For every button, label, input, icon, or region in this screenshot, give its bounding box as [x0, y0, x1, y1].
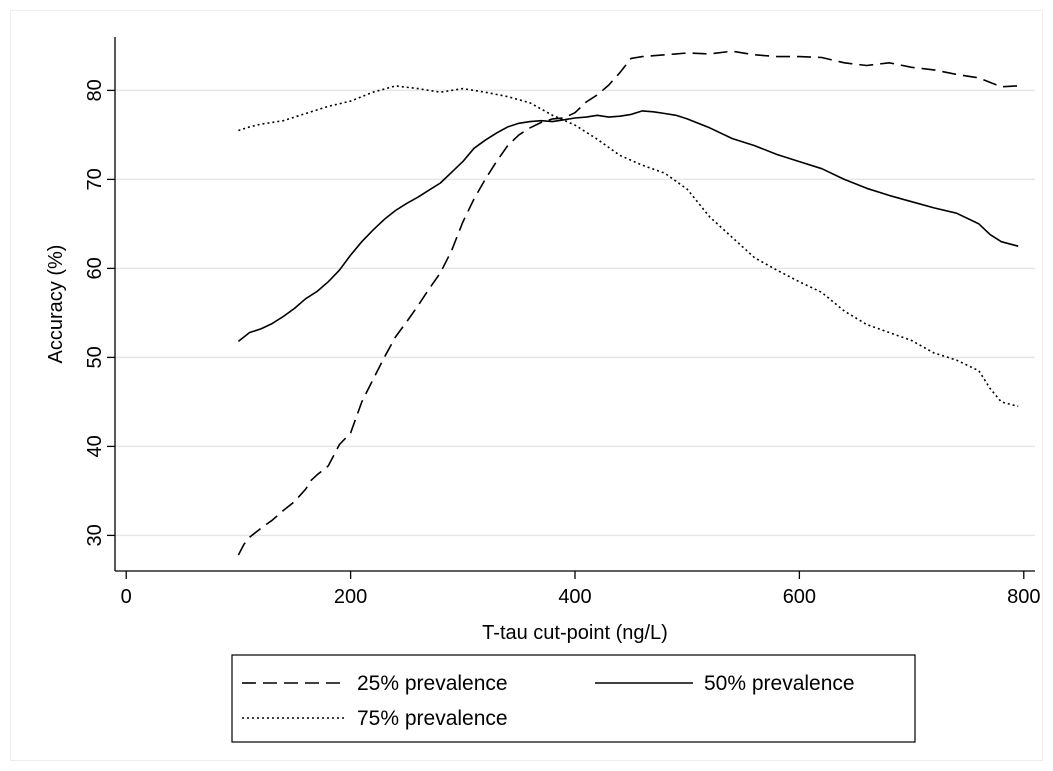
series-line-3	[238, 85, 1019, 408]
x-axis-title: T-tau cut-point (ng/L)	[482, 622, 668, 644]
series-line-2	[237, 110, 1019, 343]
y-tick-label-40: 40	[84, 435, 106, 457]
frame-border	[10, 10, 1043, 761]
y-axis-ticks: 30 40 50 60 70 80	[84, 79, 115, 547]
x-tick-label-400: 400	[558, 586, 591, 608]
x-tick-label-200: 200	[334, 586, 367, 608]
y-tick-label-50: 50	[84, 346, 106, 368]
legend-box	[231, 654, 916, 743]
y-tick-label-80: 80	[84, 79, 106, 101]
legend-label-1: 25% prevalence	[357, 672, 508, 695]
y-tick-label-70: 70	[84, 168, 106, 190]
series-line-1	[237, 50, 1019, 556]
legend-label-2: 50% prevalence	[704, 672, 855, 695]
x-tick-label-800: 800	[1007, 586, 1040, 608]
gridlines	[115, 89, 1035, 537]
y-tick-label-30: 30	[84, 524, 106, 546]
series-lines	[237, 50, 1019, 556]
y-axis-title: Accuracy (%)	[45, 245, 67, 364]
legend-label-3: 75% prevalence	[357, 707, 508, 730]
legend-items: 25% prevalence 50% prevalence 75% prevalen…	[242, 672, 855, 730]
x-axis-ticks: 0 200 400 600 800	[121, 571, 1040, 608]
plot-area	[115, 37, 1035, 571]
y-tick-label-60: 60	[84, 257, 106, 279]
legend: 25% prevalence 50% prevalence 75% prevalen…	[231, 654, 916, 743]
x-tick-label-600: 600	[783, 586, 816, 608]
x-tick-label-0: 0	[121, 586, 132, 608]
